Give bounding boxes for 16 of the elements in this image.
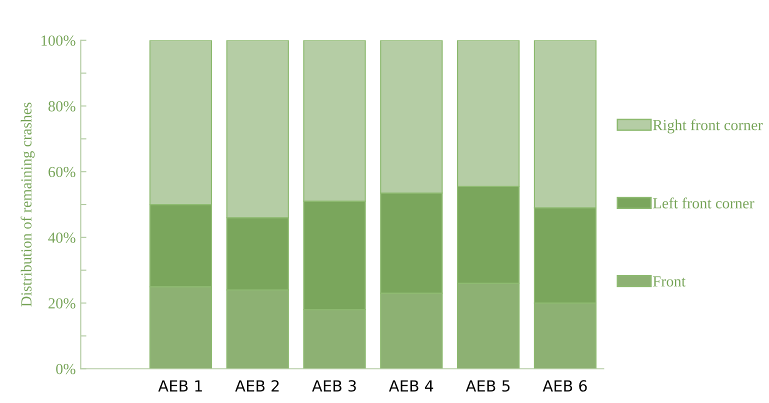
x-tick-label: AEB 2: [235, 380, 279, 392]
x-tick-label: AEB 5: [466, 380, 510, 392]
y-tick-label: 60%: [48, 166, 76, 178]
y-tick-label: 20%: [48, 298, 76, 309]
y-tick-label: 0%: [56, 364, 76, 374]
y-axis-title: Distribution of remaining crashes: [20, 102, 35, 307]
y-tick-label: 40%: [48, 232, 76, 243]
x-tick-label: AEB 1: [158, 380, 202, 392]
legend-label: Left front corner: [652, 198, 754, 208]
x-tick-label: AEB 3: [312, 380, 356, 392]
legend-label: Front: [652, 276, 686, 287]
x-tick-label: AEB 6: [542, 380, 587, 392]
y-tick-label: 80%: [48, 101, 76, 112]
y-tick-label: 100%: [42, 35, 76, 46]
legend-label: Right front corner: [652, 119, 763, 134]
x-tick-label: AEB 4: [388, 380, 434, 392]
